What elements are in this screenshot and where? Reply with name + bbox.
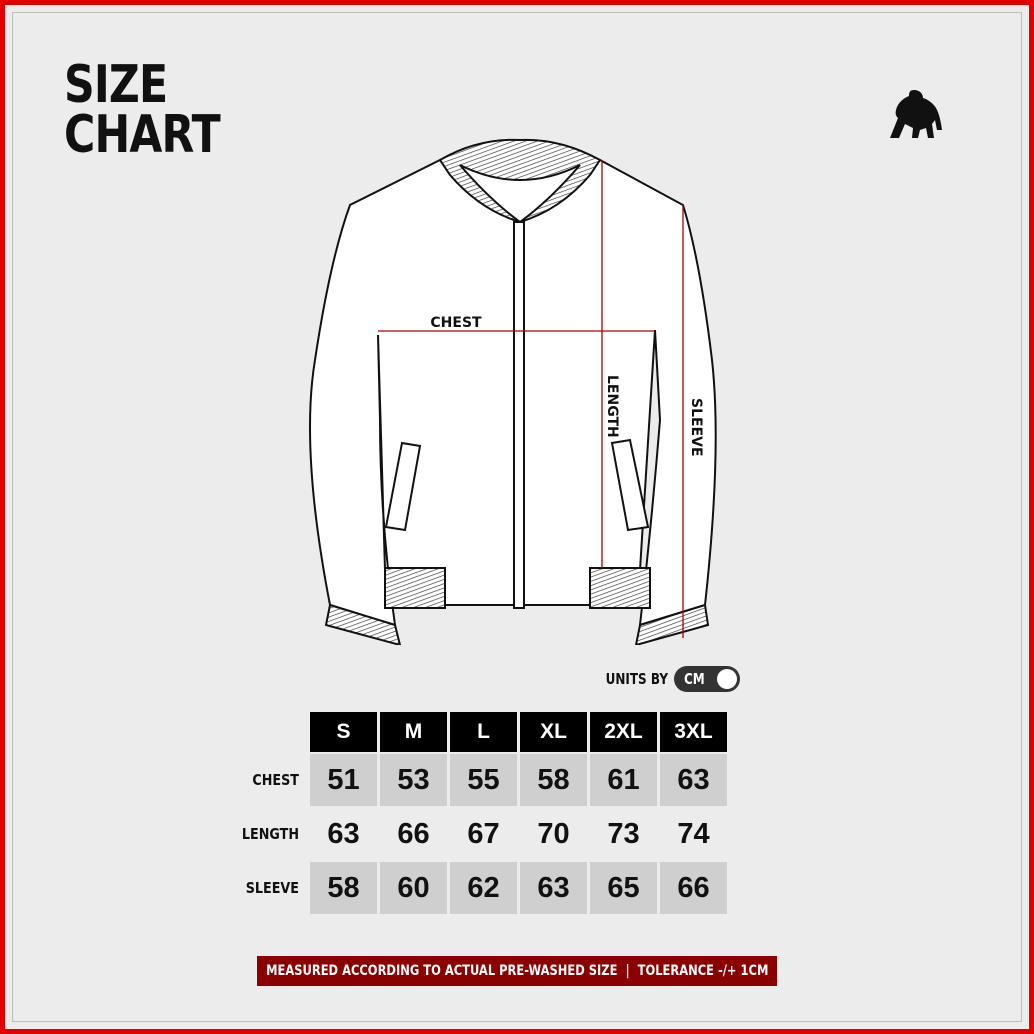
footer-note: MEASURED ACCORDING TO ACTUAL PRE-WASHED … xyxy=(257,956,777,986)
cell: 58 xyxy=(310,862,377,914)
toggle-knob xyxy=(717,669,738,689)
page-title: SIZE CHART xyxy=(64,55,221,165)
inner-border xyxy=(12,12,1022,1022)
size-table: S M L XL 2XL 3XL CHEST 51 53 55 58 61 63… xyxy=(220,710,730,916)
units-toggle[interactable]: CM xyxy=(674,666,741,692)
sleeve-label: SLEEVE xyxy=(688,398,704,457)
cell: 63 xyxy=(327,817,360,850)
gorilla-icon xyxy=(890,90,942,138)
units-label: UNITS BY xyxy=(605,670,669,688)
cell: 66 xyxy=(660,862,727,914)
cell: 63 xyxy=(520,862,587,914)
cell: 67 xyxy=(467,817,500,850)
size-2xl: 2XL xyxy=(590,712,657,752)
size-m: M xyxy=(380,712,447,752)
chest-label: CHEST xyxy=(430,315,482,331)
cell: 65 xyxy=(590,862,657,914)
size-xl: XL xyxy=(520,712,587,752)
size-s: S xyxy=(310,712,377,752)
table-row-length: LENGTH 63 66 67 70 73 74 xyxy=(223,808,727,860)
size-3xl: 3XL xyxy=(660,712,727,752)
cell: 70 xyxy=(537,817,570,850)
length-label: LENGTH xyxy=(604,375,620,438)
cell: 66 xyxy=(397,817,430,850)
cell: 51 xyxy=(310,754,377,806)
units-toggle-group: UNITS BY CM xyxy=(590,666,741,692)
title-line-2: CHART xyxy=(64,105,221,165)
cell: 55 xyxy=(450,754,517,806)
cell: 53 xyxy=(380,754,447,806)
cell: 73 xyxy=(607,817,640,850)
row-label: SLEEVE xyxy=(245,879,299,897)
title-line-1: SIZE xyxy=(64,55,168,115)
units-value: CM xyxy=(684,670,705,688)
footer-text: MEASURED ACCORDING TO ACTUAL PRE-WASHED … xyxy=(265,963,769,979)
size-header-row: S M L XL 2XL 3XL xyxy=(223,712,727,752)
row-label: CHEST xyxy=(252,771,299,789)
table-row-sleeve: SLEEVE 58 60 62 63 65 66 xyxy=(223,862,727,914)
table-row-chest: CHEST 51 53 55 58 61 63 xyxy=(223,754,727,806)
cell: 61 xyxy=(590,754,657,806)
cell: 60 xyxy=(380,862,447,914)
row-label: LENGTH xyxy=(241,825,299,843)
cell: 62 xyxy=(450,862,517,914)
cell: 58 xyxy=(520,754,587,806)
cell: 74 xyxy=(677,817,710,850)
cell: 63 xyxy=(660,754,727,806)
jacket-diagram: CHEST LENGTH SLEEVE xyxy=(309,138,717,645)
header-blank xyxy=(223,712,307,752)
size-l: L xyxy=(450,712,517,752)
